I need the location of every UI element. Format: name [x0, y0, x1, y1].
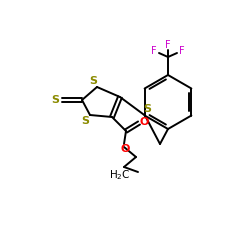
Text: H$_2$C: H$_2$C	[109, 168, 131, 182]
Text: O: O	[120, 144, 130, 154]
Text: F: F	[179, 46, 185, 56]
Text: S: S	[51, 95, 59, 105]
Text: F: F	[165, 40, 171, 50]
Text: F: F	[151, 46, 157, 56]
Text: S: S	[89, 76, 97, 86]
Text: S: S	[81, 116, 89, 126]
Text: O: O	[139, 117, 149, 127]
Text: S: S	[143, 104, 151, 114]
